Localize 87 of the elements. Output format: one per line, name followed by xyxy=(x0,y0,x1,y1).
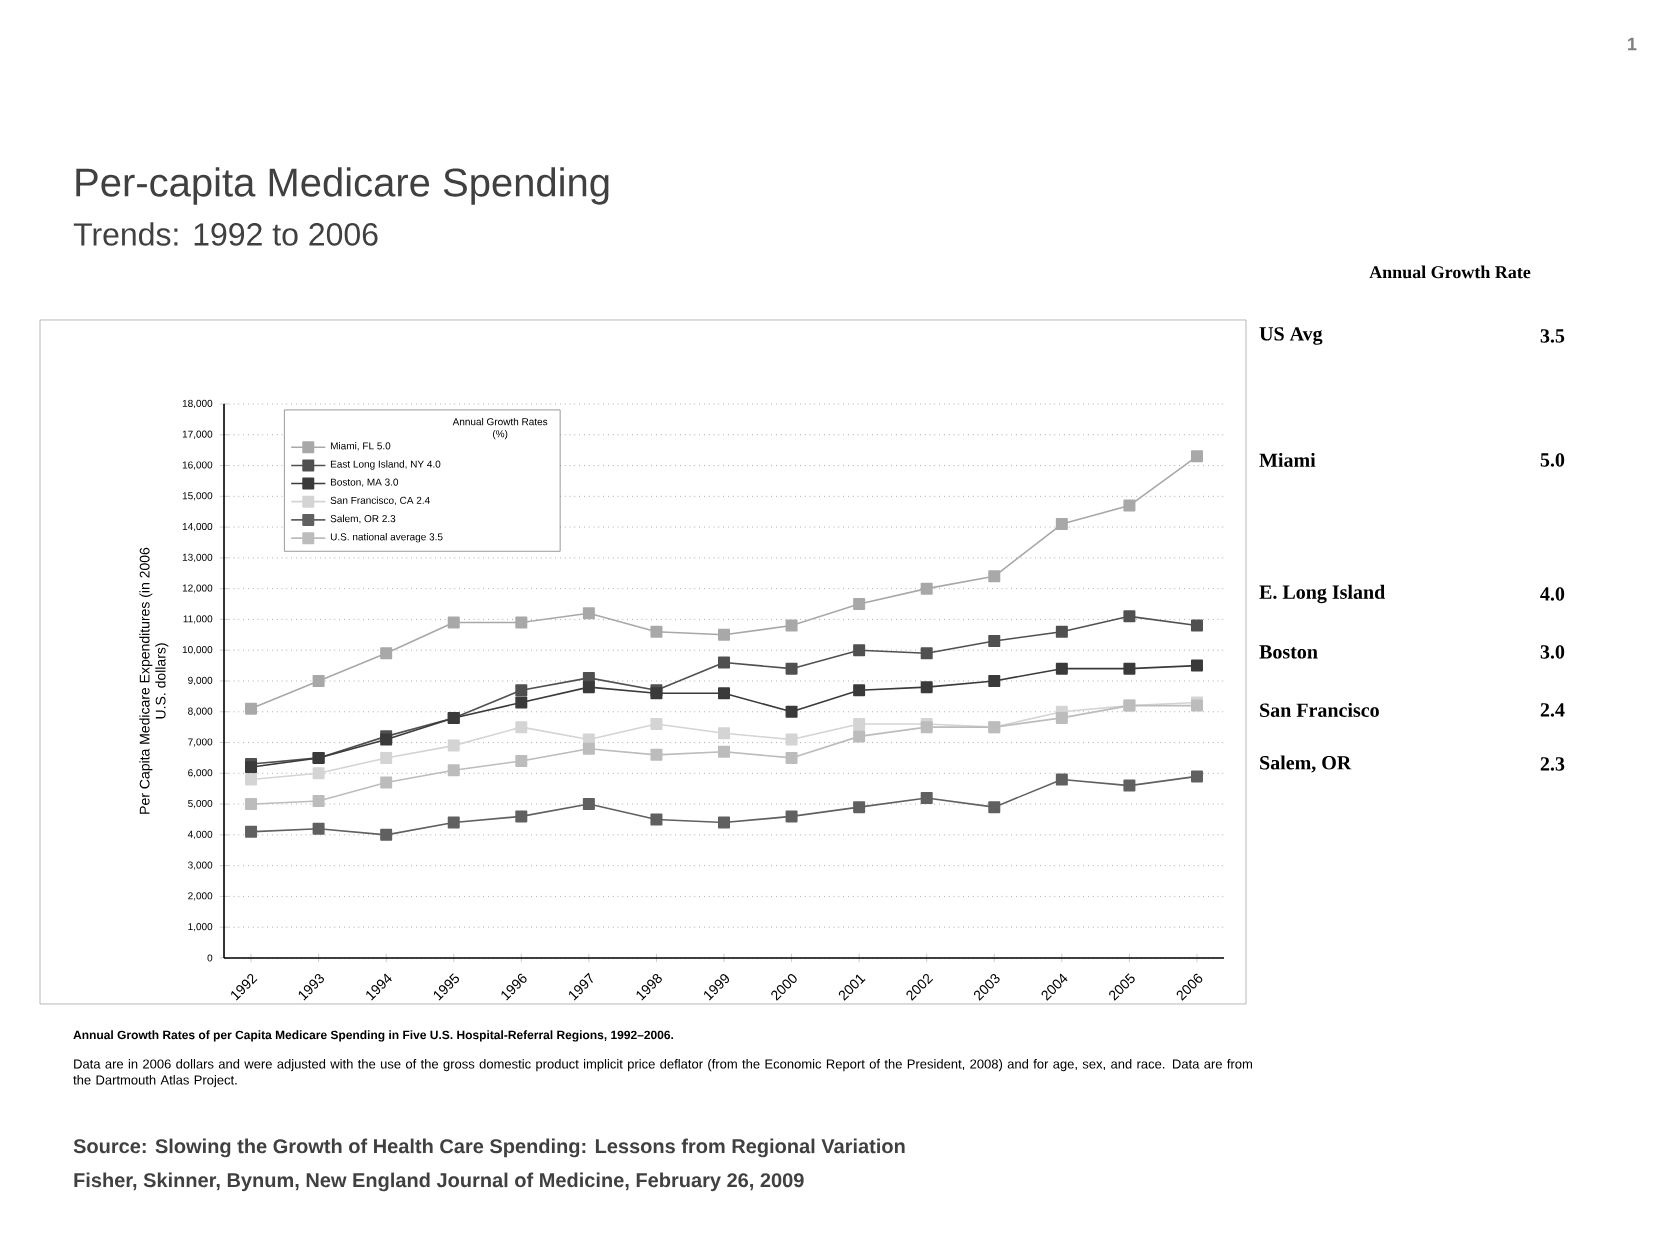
text: 5.0 xyxy=(1540,453,1565,467)
point xyxy=(582,681,595,694)
point xyxy=(1123,662,1136,675)
point xyxy=(718,727,731,740)
point xyxy=(312,795,325,808)
text: Fisher, Skinner, Bynum, New England Journal of Medicine, February 26, 2009 xyxy=(74,1172,804,1192)
point xyxy=(447,739,460,752)
point xyxy=(1123,499,1136,512)
point xyxy=(312,822,325,835)
chart-subtitle: Trends: 1992 to 2006 xyxy=(73,222,378,246)
text: Salem, OR xyxy=(1260,755,1352,773)
point xyxy=(718,628,731,641)
text: US Avg xyxy=(1259,327,1323,345)
point xyxy=(988,674,1001,687)
point xyxy=(853,718,866,731)
point xyxy=(582,798,595,811)
point xyxy=(245,773,258,786)
point xyxy=(853,684,866,697)
point xyxy=(515,810,528,823)
point xyxy=(1190,450,1203,463)
point xyxy=(718,656,731,669)
point xyxy=(785,733,798,746)
point xyxy=(380,751,393,764)
text: 3.0 xyxy=(1540,645,1565,659)
point xyxy=(515,696,528,709)
source-note: Source: Slowing the Growth of Health Care Spending: Lessons from Regional Variation xyxy=(73,1138,905,1158)
point xyxy=(447,816,460,829)
point xyxy=(988,570,1001,583)
point xyxy=(245,825,258,838)
point xyxy=(312,674,325,687)
point xyxy=(650,813,663,826)
point xyxy=(1055,518,1068,531)
point xyxy=(1123,610,1136,623)
point xyxy=(920,647,933,660)
point xyxy=(245,702,258,715)
point xyxy=(920,791,933,804)
text: 2.3 xyxy=(1540,757,1565,771)
point xyxy=(380,828,393,841)
point xyxy=(650,625,663,638)
text: 3.5 xyxy=(1540,329,1565,343)
point xyxy=(1190,619,1203,632)
point xyxy=(718,687,731,700)
text: Boston xyxy=(1259,645,1318,659)
text: Miami xyxy=(1259,452,1316,467)
point xyxy=(650,718,663,731)
point xyxy=(245,798,258,811)
point xyxy=(582,742,595,755)
text: 2.4 xyxy=(1540,703,1565,717)
point xyxy=(785,705,798,718)
point xyxy=(1055,773,1068,786)
point xyxy=(1055,711,1068,724)
point xyxy=(380,647,393,660)
point xyxy=(853,644,866,657)
point xyxy=(515,684,528,697)
point xyxy=(1055,625,1068,638)
point xyxy=(1190,770,1203,783)
point xyxy=(447,616,460,629)
point xyxy=(515,721,528,734)
point xyxy=(1190,659,1203,672)
point xyxy=(853,801,866,814)
point xyxy=(718,745,731,758)
point xyxy=(785,810,798,823)
text: 1 xyxy=(1628,37,1637,51)
point xyxy=(718,816,731,829)
point xyxy=(785,662,798,675)
point xyxy=(785,751,798,764)
text: San Francisco xyxy=(1260,702,1379,717)
point xyxy=(988,801,1001,814)
point xyxy=(515,754,528,767)
text: Annual Growth Rate xyxy=(1369,265,1531,279)
point xyxy=(1055,662,1068,675)
point xyxy=(380,776,393,789)
text: 4.0 xyxy=(1540,587,1565,601)
point xyxy=(515,616,528,629)
point xyxy=(853,598,866,611)
point xyxy=(988,634,1001,647)
point xyxy=(920,681,933,694)
point xyxy=(650,748,663,761)
point xyxy=(1123,779,1136,792)
point xyxy=(582,607,595,620)
point xyxy=(312,767,325,780)
point xyxy=(447,764,460,777)
point xyxy=(785,619,798,632)
text: E. Long Island xyxy=(1259,584,1386,604)
point xyxy=(920,582,933,595)
chart-title: Per-capita Medicare Spending xyxy=(76,167,609,205)
point xyxy=(853,730,866,743)
